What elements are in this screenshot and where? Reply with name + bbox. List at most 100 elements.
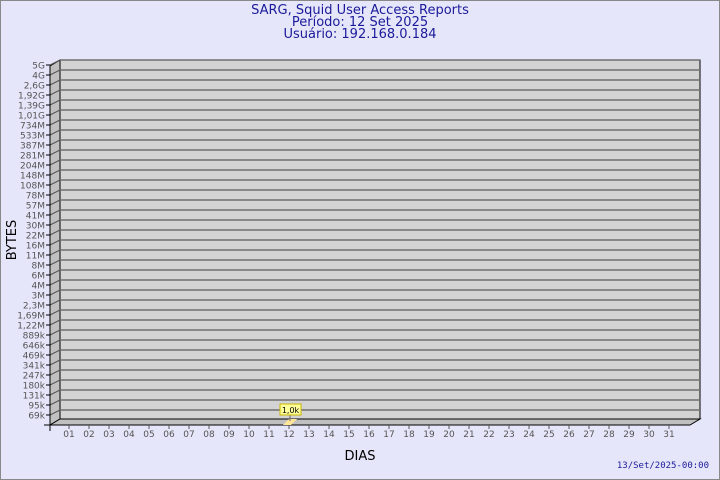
chart-period: Período: 12 Set 2025 (291, 15, 429, 30)
grid-line-side (49, 109, 61, 116)
x-tick-label: 13 (303, 430, 314, 440)
y-tick-label: 11M (26, 252, 45, 262)
y-tick-label: 69k (28, 412, 45, 422)
y-tick-label: 2,3M (23, 302, 45, 312)
x-tick-label: 11 (263, 430, 274, 440)
y-tick-label: 95k (28, 402, 45, 412)
data-label: 1,0k (282, 406, 300, 415)
x-tick-label: 29 (623, 430, 635, 440)
grid-line-side (49, 189, 61, 196)
x-tick-label: 26 (563, 430, 575, 440)
grid-line-side (49, 69, 61, 76)
y-tick-label: 1,39G (18, 102, 45, 112)
grid-line-side (49, 239, 61, 246)
y-tick-label: 281M (20, 152, 45, 162)
chart-title: SARG, Squid User Access Reports (251, 3, 469, 18)
y-tick-label: 57M (26, 202, 45, 212)
y-tick-label: 204M (20, 162, 45, 172)
grid-line-side (49, 369, 61, 376)
bar (283, 419, 297, 425)
grid-line-side (49, 399, 61, 406)
chart-user: Usuário: 192.168.0.184 (283, 27, 437, 42)
y-tick-label: 1,69M (17, 312, 45, 322)
y-tick-label: 533M (20, 132, 45, 142)
y-tick-label: 6M (32, 272, 46, 282)
x-tick-label: 21 (463, 430, 474, 440)
grid-line-side (49, 99, 61, 106)
grid-line-side (49, 249, 61, 256)
grid-line-side (49, 299, 61, 306)
y-tick-label: 734M (20, 122, 45, 132)
x-tick-label: 06 (163, 430, 175, 440)
y-tick-label: 108M (20, 182, 45, 192)
x-tick-label: 20 (443, 430, 455, 440)
y-tick-label: 1,92G (18, 92, 45, 102)
x-tick-label: 04 (123, 430, 135, 440)
y-tick-label: 387M (20, 142, 45, 152)
grid-line-side (49, 319, 61, 326)
x-tick-label: 22 (483, 430, 494, 440)
grid-line-side (49, 279, 61, 286)
x-tick-label: 15 (343, 430, 354, 440)
bars: 1,0k (279, 403, 302, 425)
x-tick-label: 02 (83, 430, 94, 440)
grid-line-side (49, 359, 61, 366)
grid-line-side (49, 219, 61, 226)
grid-line-side (49, 179, 61, 186)
y-tick-label: 30M (26, 222, 45, 232)
x-tick-label: 27 (583, 430, 594, 440)
y-tick-label: 22M (26, 232, 45, 242)
grid-line-side (49, 259, 61, 266)
y-tick-label: 2,6G (24, 82, 45, 92)
grid-line-side (49, 129, 61, 136)
x-tick-label: 12 (283, 430, 294, 440)
y-tick-label: 1,01G (18, 112, 45, 122)
grid-line-side (49, 119, 61, 126)
y-tick-label: 4G (32, 72, 45, 82)
y-tick-label: 889k (23, 332, 46, 342)
grid-line-side (49, 209, 61, 216)
x-tick-label: 01 (63, 430, 74, 440)
grid-line-side (49, 199, 61, 206)
y-tick-label: 646k (23, 342, 46, 352)
x-tick-label: 08 (203, 430, 215, 440)
grid-line-side (49, 289, 61, 296)
x-tick-label: 05 (143, 430, 154, 440)
x-tick-label: 07 (183, 430, 194, 440)
x-tick-label: 18 (403, 430, 415, 440)
x-tick-label: 24 (523, 430, 535, 440)
x-tick-label: 09 (223, 430, 235, 440)
grid-line-side (49, 149, 61, 156)
y-tick-label: 5G (32, 62, 45, 72)
y-tick-label: 180k (23, 382, 46, 392)
x-tick-label: 25 (543, 430, 554, 440)
x-tick-label: 23 (503, 430, 514, 440)
x-tick-label: 28 (603, 430, 615, 440)
grid-line-side (49, 409, 61, 416)
y-tick-label: 3M (32, 292, 46, 302)
timestamp: 13/Set/2025-00:00 (616, 461, 709, 471)
grid-line-side (49, 159, 61, 166)
grid-line-side (49, 59, 61, 66)
y-tick-label: 341k (23, 362, 46, 372)
y-tick-label: 148M (20, 172, 45, 182)
grid-line-side (49, 339, 61, 346)
x-tick-label: 14 (323, 430, 335, 440)
y-tick-label: 4M (32, 282, 46, 292)
x-tick-label: 10 (243, 430, 255, 440)
y-tick-label: 78M (26, 192, 45, 202)
grid-line-side (49, 79, 61, 86)
floor (48, 418, 702, 426)
grid-line-side (49, 349, 61, 356)
grid-line-side (49, 269, 61, 276)
grid-line-side (49, 169, 61, 176)
y-tick-label: 469k (23, 352, 46, 362)
x-tick-label: 17 (383, 430, 394, 440)
y-tick-label: 1,22M (17, 322, 45, 332)
grid-line-side (49, 329, 61, 336)
grid-line-side (49, 229, 61, 236)
grid-line-side (49, 379, 61, 386)
x-tick-label: 19 (423, 430, 435, 440)
grid-line-side (49, 309, 61, 316)
